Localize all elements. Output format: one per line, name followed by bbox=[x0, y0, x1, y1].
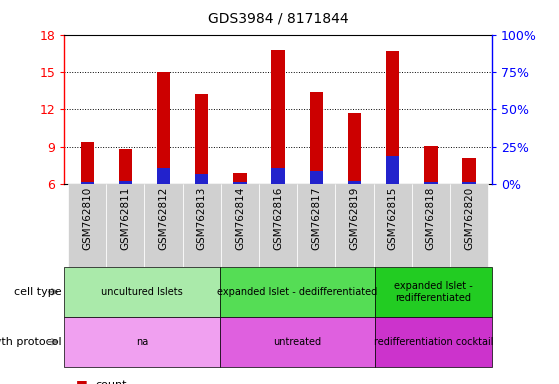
Bar bbox=[386, 156, 399, 184]
Bar bbox=[386, 51, 399, 184]
FancyBboxPatch shape bbox=[335, 184, 373, 267]
Bar bbox=[119, 149, 132, 184]
Bar bbox=[424, 146, 438, 184]
Text: GSM762818: GSM762818 bbox=[426, 187, 436, 250]
Text: GSM762812: GSM762812 bbox=[159, 187, 169, 250]
Text: GSM762810: GSM762810 bbox=[82, 187, 92, 250]
Bar bbox=[157, 72, 170, 184]
Text: expanded Islet - dedifferentiated: expanded Islet - dedifferentiated bbox=[217, 287, 378, 297]
FancyBboxPatch shape bbox=[259, 184, 297, 267]
Bar bbox=[195, 94, 209, 184]
Bar bbox=[80, 182, 94, 184]
Text: ■: ■ bbox=[75, 378, 87, 384]
Bar bbox=[233, 173, 247, 184]
Text: uncultured Islets: uncultured Islets bbox=[101, 287, 183, 297]
FancyBboxPatch shape bbox=[412, 184, 450, 267]
FancyBboxPatch shape bbox=[450, 184, 488, 267]
Text: GSM762819: GSM762819 bbox=[349, 187, 359, 250]
Bar bbox=[348, 180, 361, 184]
Text: growth protocol: growth protocol bbox=[0, 337, 61, 347]
FancyBboxPatch shape bbox=[297, 184, 335, 267]
Text: count: count bbox=[95, 380, 126, 384]
Text: untreated: untreated bbox=[273, 337, 321, 347]
Text: GDS3984 / 8171844: GDS3984 / 8171844 bbox=[208, 12, 348, 25]
Bar bbox=[462, 182, 476, 184]
Text: GSM762811: GSM762811 bbox=[120, 187, 130, 250]
Text: cell type: cell type bbox=[14, 287, 61, 297]
FancyBboxPatch shape bbox=[68, 184, 106, 267]
Bar bbox=[462, 158, 476, 184]
FancyBboxPatch shape bbox=[373, 184, 412, 267]
Bar bbox=[310, 92, 323, 184]
FancyBboxPatch shape bbox=[144, 184, 183, 267]
Bar bbox=[157, 168, 170, 184]
Bar bbox=[424, 182, 438, 184]
FancyBboxPatch shape bbox=[183, 184, 221, 267]
Text: GSM762813: GSM762813 bbox=[197, 187, 207, 250]
Text: GSM762820: GSM762820 bbox=[464, 187, 474, 250]
Bar bbox=[348, 113, 361, 184]
Bar bbox=[119, 180, 132, 184]
Bar bbox=[272, 168, 285, 184]
Text: expanded Islet -
redifferentiated: expanded Islet - redifferentiated bbox=[394, 281, 473, 303]
Bar bbox=[233, 182, 247, 184]
Bar bbox=[310, 170, 323, 184]
Bar bbox=[80, 142, 94, 184]
Text: GSM762814: GSM762814 bbox=[235, 187, 245, 250]
Bar bbox=[272, 50, 285, 184]
Text: GSM762816: GSM762816 bbox=[273, 187, 283, 250]
Text: GSM762817: GSM762817 bbox=[311, 187, 321, 250]
Text: redifferentiation cocktail: redifferentiation cocktail bbox=[374, 337, 494, 347]
Bar bbox=[195, 174, 209, 184]
Text: na: na bbox=[136, 337, 148, 347]
FancyBboxPatch shape bbox=[221, 184, 259, 267]
Text: GSM762815: GSM762815 bbox=[387, 187, 397, 250]
FancyBboxPatch shape bbox=[106, 184, 144, 267]
